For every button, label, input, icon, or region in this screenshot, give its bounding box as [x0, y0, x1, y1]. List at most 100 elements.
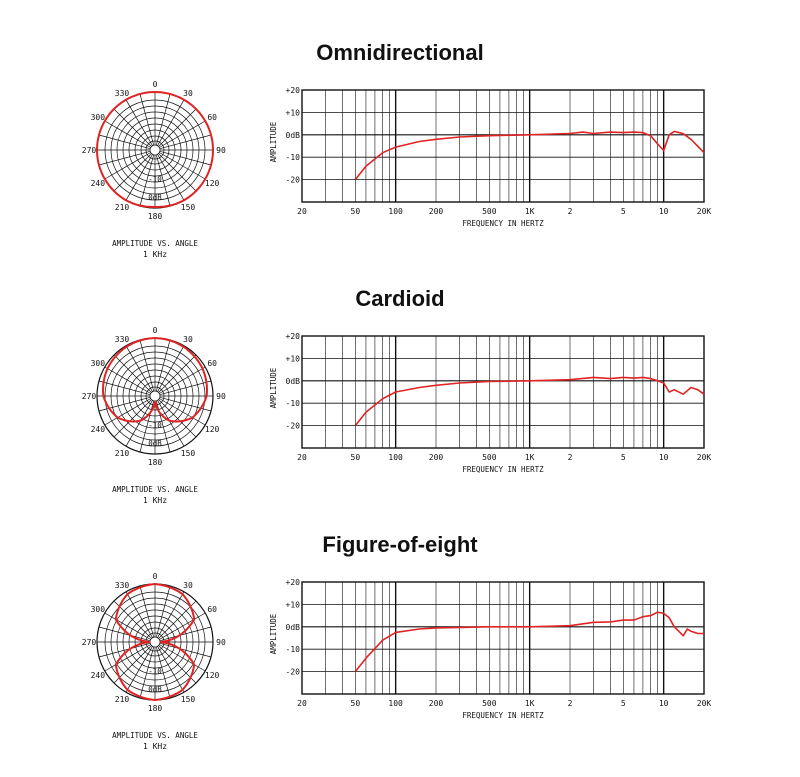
polar-spoke	[157, 99, 185, 146]
polar-ring-label: 0dB	[148, 685, 162, 694]
freq-y-tick-label: +20	[286, 86, 301, 95]
freq-y-tick-label: 0dB	[286, 623, 301, 632]
freq-x-tick-label: 2	[568, 453, 573, 462]
freq-y-axis-label: AMPLITUDE	[269, 367, 278, 408]
polar-angle-label: 240	[91, 425, 106, 434]
polar-angle-label: 270	[82, 146, 97, 155]
polar-spoke	[98, 626, 151, 642]
freq-x-tick-label: 50	[351, 699, 361, 708]
polar-spoke	[159, 380, 212, 396]
polar-spoke	[159, 644, 206, 672]
freq-y-tick-label: +20	[286, 578, 301, 587]
polar-angle-label: 90	[216, 146, 226, 155]
polar-angle-label: 150	[181, 203, 196, 212]
polar-spoke	[157, 591, 185, 638]
polar-angle-label: 60	[207, 359, 217, 368]
polar-spoke	[98, 150, 151, 166]
freq-plot-frame	[301, 89, 705, 203]
polar-spoke	[125, 646, 153, 693]
polar-angle-label: 210	[115, 449, 130, 458]
polar-angle-label: 300	[91, 113, 106, 122]
polar-angle-label: 270	[82, 392, 97, 401]
polar-spoke	[155, 339, 171, 392]
freq-plot-frame	[301, 581, 705, 695]
freq-y-tick-label: +20	[286, 332, 301, 341]
polar-angle-label: 0	[153, 572, 158, 581]
frequency-response-chart-figure-of-eight: +20 +10 0dB -10 -20 20 50 100 200 500 1K 2 5 10 20K FRE…	[269, 578, 712, 720]
freq-x-axis-label: FREQUENCY IN HERTZ	[462, 219, 544, 228]
polar-angle-label: 0	[153, 80, 158, 89]
freq-response-curve	[354, 376, 705, 427]
freq-x-tick-label: 5	[621, 453, 626, 462]
polar-ring-label: -10	[148, 175, 162, 184]
polar-spoke	[98, 396, 151, 412]
polar-caption: AMPLITUDE VS. ANGLE	[112, 485, 198, 494]
polar-angle-label: 330	[115, 335, 130, 344]
polar-ring-label: -10	[148, 667, 162, 676]
polar-spoke	[159, 396, 212, 412]
polar-angle-label: 330	[115, 581, 130, 590]
polar-ring-label: -10	[148, 421, 162, 430]
freq-x-tick-label: 20K	[697, 699, 712, 708]
freq-response-curve	[354, 130, 705, 181]
freq-x-tick-label: 500	[482, 453, 497, 462]
freq-x-tick-label: 50	[351, 207, 361, 216]
omnidirectional-section: Omnidirectional 0 30 60 90 120 150 180 210 240 27…	[0, 40, 800, 285]
polar-spoke	[104, 366, 151, 394]
freq-x-tick-label: 500	[482, 699, 497, 708]
polar-spoke	[159, 612, 206, 640]
polar-ring	[149, 636, 161, 648]
freq-y-tick-label: -20	[286, 176, 301, 185]
polar-spoke	[98, 642, 151, 658]
polar-spoke	[113, 108, 152, 147]
polar-spoke	[139, 339, 155, 392]
polar-angle-label: 60	[207, 605, 217, 614]
polar-spoke	[104, 152, 151, 180]
freq-y-axis-label: AMPLITUDE	[269, 613, 278, 654]
polar-spoke	[104, 644, 151, 672]
polar-angle-label: 300	[91, 605, 106, 614]
freq-x-tick-label: 1K	[525, 207, 535, 216]
polar-spoke	[139, 646, 155, 699]
polar-angle-label: 210	[115, 695, 130, 704]
polar-angle-label: 240	[91, 671, 106, 680]
freq-plot-frame	[301, 335, 705, 449]
polar-response-curve	[95, 91, 215, 209]
polar-spoke	[155, 154, 171, 207]
polar-spoke	[158, 354, 197, 393]
polar-spoke	[155, 93, 171, 146]
cardioid-section: Cardioid 0 30 60 90 120 150 180 210 240 270 300 330…	[0, 286, 800, 531]
polar-spoke	[159, 120, 206, 148]
polar-spoke	[155, 646, 171, 699]
polar-angle-label: 30	[183, 89, 193, 98]
polar-spoke	[159, 152, 206, 180]
polar-spoke	[113, 153, 152, 192]
freq-y-tick-label: -10	[286, 399, 301, 408]
freq-y-tick-label: +10	[286, 354, 301, 363]
freq-x-axis-label: FREQUENCY IN HERTZ	[462, 465, 544, 474]
polar-angle-label: 330	[115, 89, 130, 98]
polar-spoke	[159, 398, 206, 426]
frequency-response-chart-cardioid: +20 +10 0dB -10 -20 20 50 100 200 500 1K 2 5 10 20K FRE…	[269, 332, 711, 474]
polar-caption: AMPLITUDE VS. ANGLE	[112, 239, 198, 248]
freq-y-tick-label: +10	[286, 600, 301, 609]
polar-response-curve	[101, 337, 209, 423]
polar-spoke	[159, 366, 206, 394]
polar-angle-label: 180	[148, 212, 163, 221]
polar-spoke	[159, 150, 212, 166]
polar-spoke	[104, 398, 151, 426]
figure-of-eight-section: Figure-of-eight 0 30 60 90 120 150 180 210 240 27…	[0, 532, 800, 777]
freq-x-tick-label: 2	[568, 699, 573, 708]
polar-angle-label: 60	[207, 113, 217, 122]
polar-spoke	[159, 642, 212, 658]
polar-spoke	[125, 154, 153, 201]
polar-ring-label: 0dB	[148, 439, 162, 448]
freq-x-tick-label: 20K	[697, 207, 712, 216]
freq-x-tick-label: 500	[482, 207, 497, 216]
section-title: Omnidirectional	[316, 40, 484, 65]
polar-angle-label: 30	[183, 335, 193, 344]
freq-y-tick-label: -10	[286, 645, 301, 654]
polar-angle-label: 90	[216, 392, 226, 401]
polar-spoke	[139, 93, 155, 146]
polar-ring	[149, 390, 161, 402]
